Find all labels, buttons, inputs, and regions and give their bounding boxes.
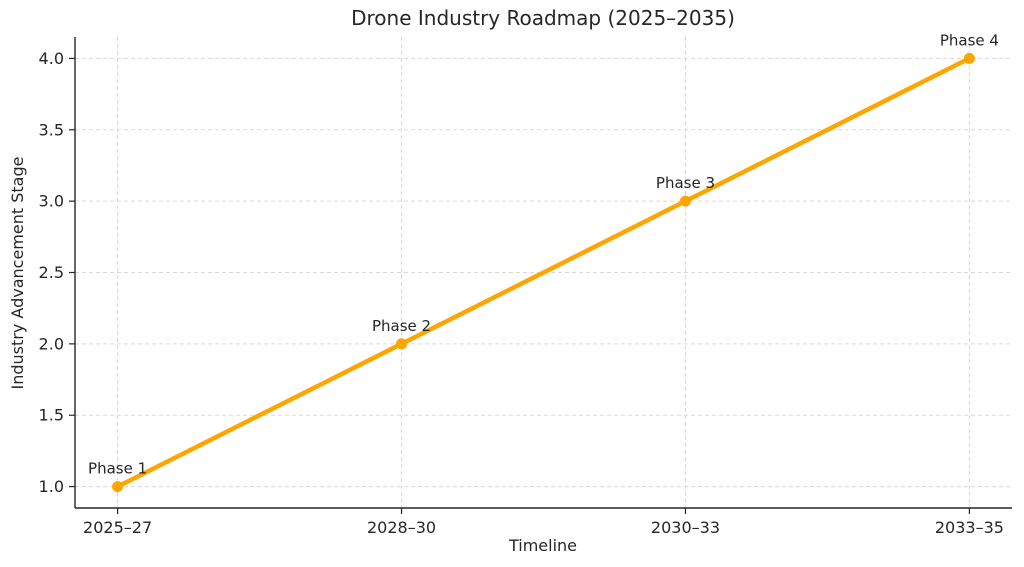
- grid-layer: [75, 37, 1012, 508]
- annotation-layer: Phase 1 Phase 2 Phase 3 Phase 4: [88, 31, 999, 477]
- tick-layer: 1.0 1.5 2.0 2.5 3.0 3.5 4.0 2025–27 2028–30 2030–…: [39, 49, 1004, 537]
- roadmap-line: [115, 56, 972, 489]
- x-tick-label: 2033–35: [935, 518, 1004, 537]
- x-tick-label: 2030–33: [651, 518, 720, 537]
- point-annotation: Phase 4: [940, 31, 999, 49]
- y-tick-label: 2.0: [39, 334, 64, 353]
- chart-title: Drone Industry Roadmap (2025–2035): [351, 6, 735, 30]
- y-tick-label: 3.5: [39, 120, 64, 139]
- point-annotation: Phase 3: [656, 174, 715, 192]
- point-annotation: Phase 1: [88, 460, 147, 478]
- data-point-marker: [112, 481, 124, 493]
- data-point-marker: [679, 195, 691, 207]
- y-tick-label: 3.0: [39, 192, 64, 211]
- y-axis-label: Industry Advancement Stage: [8, 157, 27, 390]
- data-point-marker: [396, 338, 408, 350]
- y-tick-label: 1.5: [39, 406, 64, 425]
- x-tick-label: 2025–27: [83, 518, 152, 537]
- y-tick-label: 1.0: [39, 477, 64, 496]
- x-tick-label: 2028–30: [367, 518, 436, 537]
- data-point-marker: [963, 52, 975, 64]
- series-layer: [112, 52, 975, 493]
- y-tick-label: 2.5: [39, 263, 64, 282]
- point-annotation: Phase 2: [372, 317, 431, 335]
- x-axis-label: Timeline: [508, 536, 577, 555]
- y-tick-label: 4.0: [39, 49, 64, 68]
